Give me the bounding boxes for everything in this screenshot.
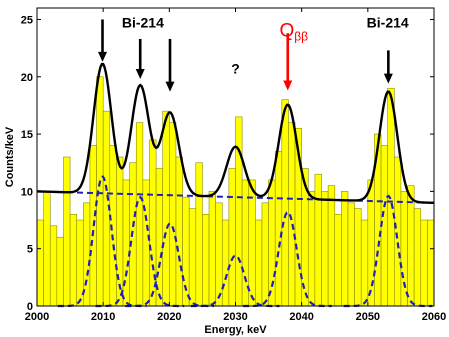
- histogram-bar: [175, 156, 183, 307]
- histogram-bar: [420, 219, 428, 307]
- peak-arrow: [383, 50, 393, 84]
- histogram-bar: [367, 179, 375, 307]
- peak-arrow: [165, 38, 175, 92]
- histogram-bar: [228, 168, 236, 307]
- histogram-bar: [63, 156, 71, 307]
- histogram-bar: [314, 173, 322, 307]
- histogram-bar: [400, 191, 408, 307]
- y-tick-label: 5: [27, 244, 33, 256]
- histogram-bar: [413, 208, 422, 307]
- histogram-bar: [36, 219, 44, 307]
- histogram-bar: [427, 219, 435, 307]
- x-tick-labels: 2000 2010 2020 2030 2040 2050 2060: [25, 311, 446, 323]
- y-tick-labels: 0 5 10 15 20 25: [21, 14, 33, 313]
- histogram-bar: [43, 191, 51, 307]
- histogram-bar: [407, 185, 415, 307]
- histogram-bar: [202, 214, 210, 307]
- histogram-bar: [122, 179, 130, 307]
- histogram-bar: [321, 191, 329, 307]
- histogram-bar: [393, 156, 402, 307]
- annotation-label: ?: [231, 60, 240, 76]
- histogram-bar: [169, 122, 177, 307]
- histogram-bar: [360, 219, 369, 307]
- peak-arrows: [98, 19, 393, 92]
- x-tick-label: 2040: [289, 311, 313, 323]
- histogram-bar: [69, 214, 78, 307]
- histogram-bar: [235, 116, 243, 307]
- x-tick-label: 2000: [25, 311, 49, 323]
- background-component: [36, 190, 435, 204]
- axis-ticks: [36, 8, 435, 307]
- x-tick-label: 2050: [356, 311, 380, 323]
- annotations: Bi-214? Bi-214: [122, 14, 409, 76]
- histogram-bar: [255, 219, 263, 307]
- y-tick-label: 20: [21, 72, 33, 84]
- histogram-bar: [327, 185, 336, 307]
- histogram-bar: [354, 208, 362, 307]
- histogram-bar: [135, 122, 144, 307]
- histogram-bar: [307, 191, 316, 307]
- y-tick-label: 15: [21, 129, 33, 141]
- y-tick-label: 25: [21, 14, 33, 26]
- histogram-bar: [261, 202, 269, 307]
- histogram-bar: [188, 208, 197, 307]
- histogram-bar: [221, 219, 230, 307]
- x-tick-label: 2060: [422, 311, 446, 323]
- histogram-bar: [142, 179, 150, 307]
- histogram-bar: [347, 202, 355, 307]
- y-axis-label: Counts/keV: [4, 126, 16, 187]
- x-axis-label: Energy, keV: [204, 324, 267, 336]
- x-tick-label: 2010: [91, 311, 115, 323]
- total-fit-curve: [36, 62, 435, 205]
- histogram-bar: [149, 139, 157, 307]
- peak-arrow: [135, 38, 145, 80]
- histogram-bar: [195, 162, 203, 307]
- annotation-label: Bi-214: [122, 14, 164, 30]
- histogram-bar: [334, 214, 342, 307]
- q-label-subscript: ββ: [294, 30, 308, 44]
- histogram-bar: [248, 179, 256, 307]
- annotation-label: Bi-214: [367, 14, 409, 30]
- q-label-main: Q: [279, 21, 294, 42]
- histogram-bar: [56, 236, 64, 307]
- y-tick-label: 10: [21, 186, 33, 198]
- histogram-bar: [116, 156, 124, 307]
- total-fit: [36, 62, 435, 205]
- histogram-bar: [288, 122, 296, 307]
- histogram-bar: [341, 191, 349, 307]
- histogram-bar: [208, 191, 216, 307]
- histogram-bar: [274, 150, 283, 307]
- histogram-bar: [215, 202, 223, 307]
- y-tick-label: 0: [27, 301, 33, 313]
- x-tick-label: 2020: [157, 311, 181, 323]
- peak-arrow: [283, 33, 293, 91]
- q-beta-beta-label: Qββ: [279, 21, 308, 44]
- histogram-bar: [162, 110, 170, 307]
- x-tick-label: 2030: [223, 311, 247, 323]
- peak-arrow: [98, 19, 108, 62]
- histogram-bar: [281, 99, 289, 307]
- histogram-bar: [49, 225, 58, 307]
